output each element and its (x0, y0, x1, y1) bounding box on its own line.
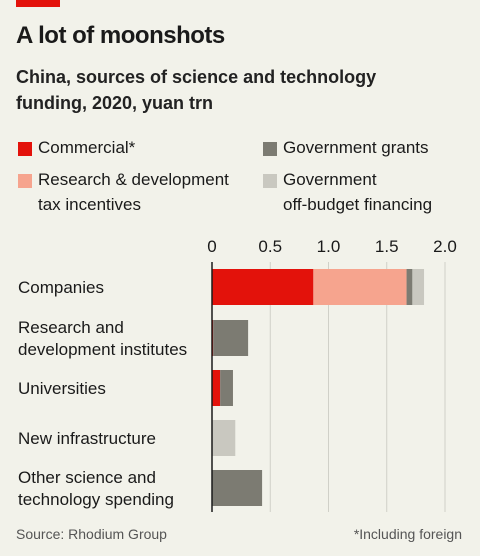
x-tick-label-2: 1.0 (317, 237, 341, 256)
brand-red-tab (16, 0, 60, 7)
legend-label-rd-tax-incentives-line1: Research & development (38, 170, 229, 189)
legend-label-rd-tax-incentives-line2: tax incentives (38, 195, 141, 214)
chart-subtitle: China, sources of science and technology… (16, 67, 377, 113)
bar-0-series-3 (412, 269, 425, 305)
chart-title: A lot of moonshots (16, 22, 225, 49)
x-tick-label-0: 0 (207, 237, 216, 256)
category-label-4-line-0: Other science and (18, 468, 156, 487)
category-label-1-line-1: development institutes (18, 340, 187, 359)
x-tick-label-3: 1.5 (375, 237, 399, 256)
legend-swatch-commercial (18, 142, 32, 156)
legend-swatch-rd-tax-incentives (18, 174, 32, 188)
bar-0-series-1 (313, 269, 407, 305)
legend-label-government-grants: Government grants (283, 138, 429, 157)
x-tick-label-4: 2.0 (433, 237, 457, 256)
x-tick-label-1: 0.5 (258, 237, 282, 256)
category-label-3-line-0: New infrastructure (18, 429, 156, 448)
footnote: *Including foreign (353, 526, 462, 542)
legend-label-off-budget-financing-line1: Government (283, 170, 377, 189)
category-label-1-line-0: Research and (18, 318, 124, 337)
category-label-0-line-0: Companies (18, 278, 104, 297)
bar-4-series-2 (212, 470, 263, 506)
source-note: Source: Rhodium Group (16, 526, 167, 542)
bar-1-series-2 (213, 320, 249, 356)
legend-swatch-government-grants (263, 142, 277, 156)
legend-label-off-budget-financing-line2: off-budget financing (283, 195, 433, 214)
legend-label-commercial: Commercial* (38, 138, 136, 157)
bar-0-series-0 (212, 269, 314, 305)
legend-swatch-off-budget-financing (263, 174, 277, 188)
bar-2-series-2 (220, 370, 233, 406)
bar-3-series-3 (212, 420, 236, 456)
category-label-4-line-1: technology spending (18, 490, 174, 509)
bar-0-series-2 (406, 269, 413, 305)
bar-2-series-0 (212, 370, 221, 406)
category-label-2-line-0: Universities (18, 379, 106, 398)
